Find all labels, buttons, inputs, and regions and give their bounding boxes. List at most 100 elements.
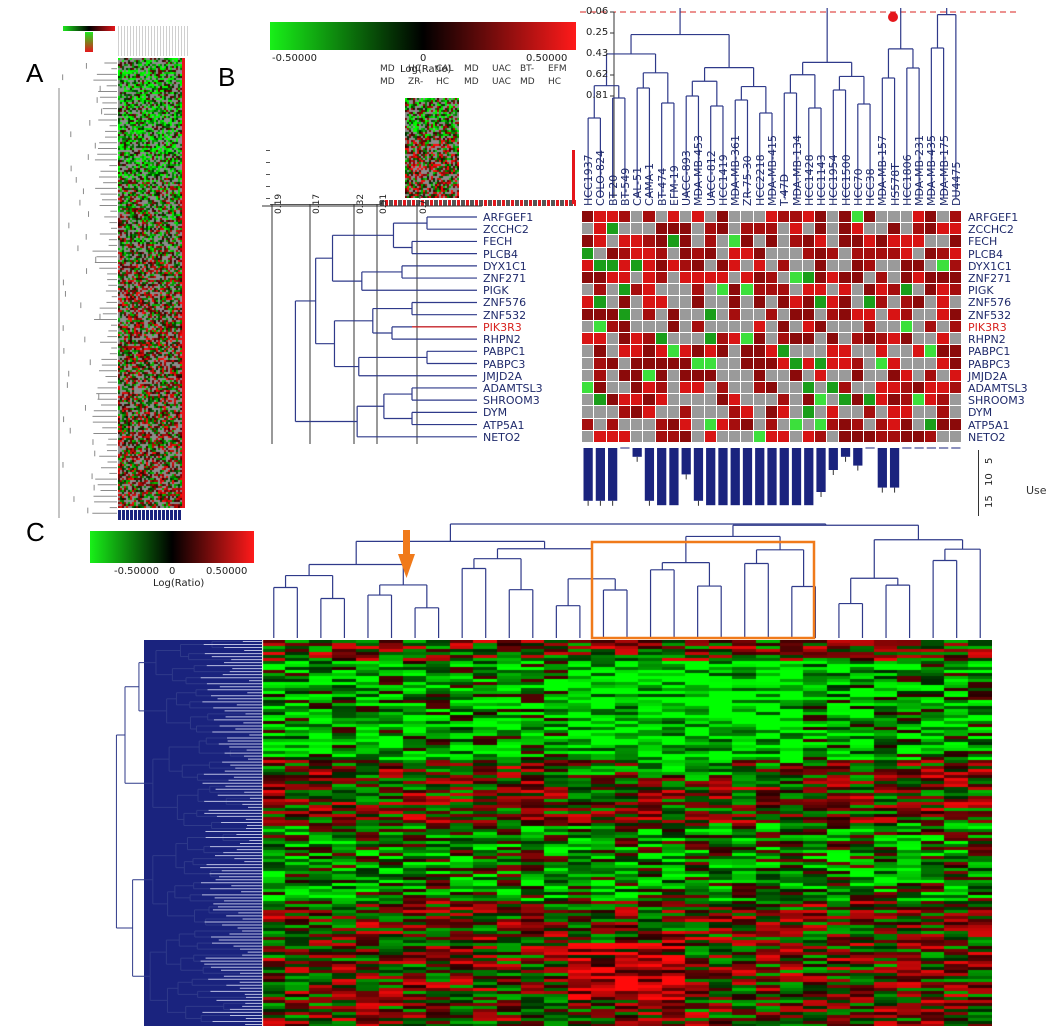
- heatmap-cell: [863, 259, 876, 272]
- sample-label: CAMA-1: [643, 163, 657, 206]
- heatmap-cell: [741, 333, 753, 345]
- panel-label-c: C: [26, 517, 45, 547]
- heatmap-cell: [582, 345, 594, 357]
- heatmap-cell: [802, 223, 814, 235]
- left-dendro-tick: 0.32: [356, 193, 366, 214]
- heatmap-cell: [876, 357, 888, 369]
- heatmap-cell: [912, 211, 925, 223]
- heatmap-cell: [594, 223, 606, 235]
- heatmap-cell: [925, 345, 937, 357]
- heatmap-cell: [680, 320, 692, 333]
- heatmap-cell: [729, 247, 741, 259]
- heatmap-cell: [729, 211, 741, 223]
- heatmap-cell: [692, 418, 704, 430]
- heatmap-cell: [741, 406, 753, 418]
- heatmap-cell: [753, 418, 765, 430]
- gene-label-right: PIK3R3: [968, 320, 1007, 334]
- heatmap-cell: [765, 211, 778, 223]
- heatmap-cell: [827, 235, 839, 247]
- heatmap-cell: [925, 259, 937, 272]
- sample-label: MDA-MB-157: [876, 134, 890, 206]
- heatmap-cell: [643, 272, 655, 284]
- gene-label-left: JMJD2A: [483, 369, 522, 383]
- heatmap-cell: [925, 369, 937, 381]
- heatmap-cell: [778, 357, 790, 369]
- heatmap-cell: [655, 247, 667, 259]
- heatmap-cell: [900, 369, 912, 381]
- heatmap-cell: [716, 430, 729, 442]
- bar-axis-label: Use: [1026, 484, 1047, 497]
- heatmap-cell: [704, 357, 716, 369]
- sample-label: HCC1806: [900, 154, 914, 206]
- gene-label-right: PIGK: [968, 284, 994, 298]
- usage-bar: [730, 448, 740, 506]
- heatmap-cell: [888, 235, 900, 247]
- heatmap-cell: [594, 345, 606, 357]
- heatmap-cell: [925, 235, 937, 247]
- heatmap-cell: [790, 308, 802, 320]
- heatmap-cell: [839, 308, 851, 320]
- sample-label: HCC1500: [839, 154, 853, 206]
- heatmap-cell: [814, 369, 827, 381]
- heatmap-cell: [937, 406, 949, 418]
- heatmap-cell: [606, 223, 618, 235]
- heatmap-cell: [876, 418, 888, 430]
- heatmap-cell: [778, 345, 790, 357]
- heatmap-cell: [876, 345, 888, 357]
- heatmap-cell: [937, 259, 949, 272]
- heatmap-cell: [900, 381, 912, 394]
- heatmap-cell: [802, 235, 814, 247]
- heatmap-cell: [716, 394, 729, 406]
- heatmap-cell: [618, 406, 631, 418]
- heatmap-cell: [863, 333, 876, 345]
- sample-label: BT-20: [606, 174, 620, 206]
- heatmap-cell: [667, 259, 680, 272]
- orange-arrow-icon: [398, 530, 415, 578]
- heatmap-cell: [716, 235, 729, 247]
- gene-label-right: PABPC1: [968, 345, 1011, 359]
- heatmap-cell: [716, 259, 729, 272]
- heatmap-cell: [765, 418, 778, 430]
- heatmap-cell: [765, 284, 778, 296]
- heatmap-cell: [863, 211, 876, 223]
- heatmap-cell: [900, 418, 912, 430]
- heatmap-cell: [729, 259, 741, 272]
- heatmap-cell: [937, 430, 949, 442]
- heatmap-cell: [802, 357, 814, 369]
- heatmap-cell: [912, 406, 925, 418]
- heatmap-cell: [814, 272, 827, 284]
- heatmap-cell: [949, 259, 961, 272]
- heatmap-cell: [827, 247, 839, 259]
- heatmap-cell: [851, 211, 863, 223]
- panel-a: [55, 22, 195, 522]
- heatmap-cell: [618, 235, 631, 247]
- heatmap-cell: [814, 284, 827, 296]
- heatmap-cell: [655, 296, 667, 308]
- heatmap-cell: [802, 320, 814, 333]
- heatmap-cell: [949, 247, 961, 259]
- heatmap-cell: [753, 247, 765, 259]
- heatmap-cell: [618, 394, 631, 406]
- colorbar-c-mid: 0: [169, 566, 176, 577]
- usage-bar: [779, 448, 789, 506]
- heatmap-cell: [655, 369, 667, 381]
- heatmap-cell: [741, 394, 753, 406]
- heatmap-cell: [900, 272, 912, 284]
- heatmap-cell: [655, 406, 667, 418]
- usage-bar: [644, 448, 655, 501]
- heatmap-cell: [888, 247, 900, 259]
- panel-a-colorbar: [63, 26, 115, 31]
- heatmap-cell: [925, 211, 937, 223]
- heatmap-cell: [802, 333, 814, 345]
- thumb-label: MD: [520, 77, 535, 87]
- heatmap-cell: [667, 211, 680, 223]
- heatmap-cell: [876, 406, 888, 418]
- panel-b-left-dendrogram: [262, 204, 482, 444]
- heatmap-cell: [925, 357, 937, 369]
- heatmap-cell: [925, 333, 937, 345]
- heatmap-cell: [729, 394, 741, 406]
- thumb-label: UAC: [492, 77, 511, 87]
- heatmap-cell: [876, 211, 888, 223]
- top-dendro-tick: 0.62: [586, 69, 609, 80]
- thumb-label: ZR-: [408, 77, 424, 87]
